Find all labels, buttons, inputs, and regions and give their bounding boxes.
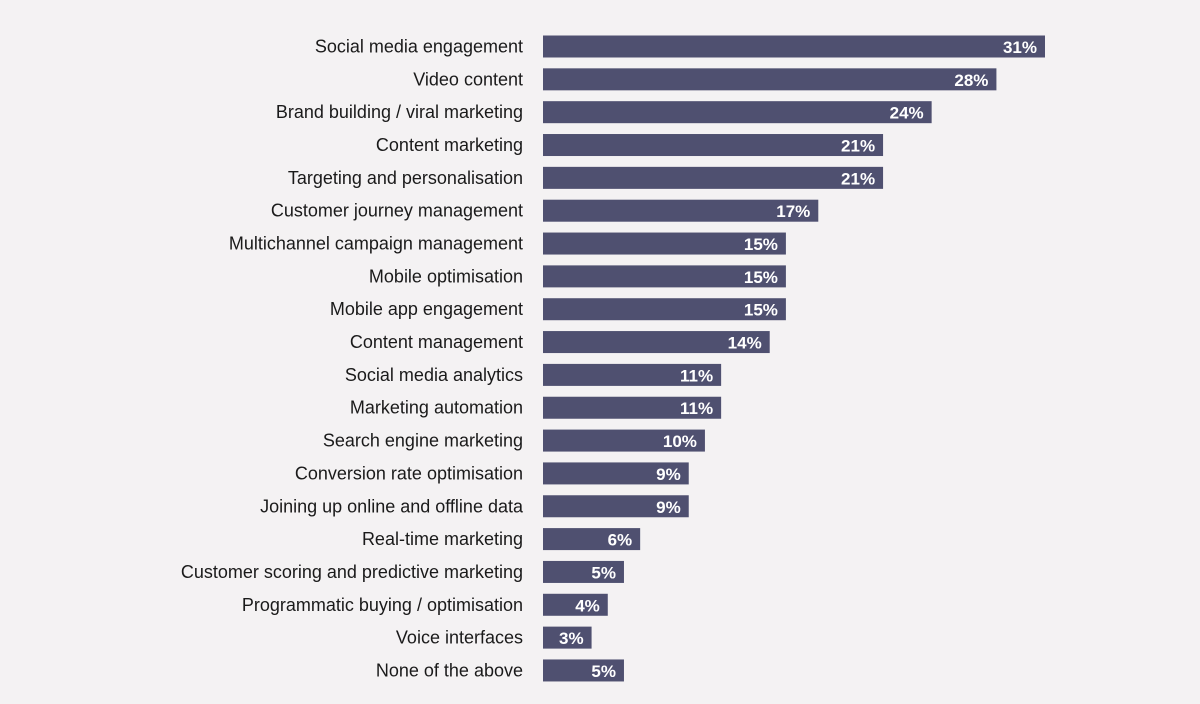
category-label: Voice interfaces — [396, 628, 523, 648]
data-label: 15% — [744, 301, 778, 320]
bar — [543, 166, 884, 189]
category-label: Conversion rate optimisation — [295, 463, 523, 483]
bar — [543, 265, 786, 288]
data-label: 5% — [591, 662, 616, 681]
bar — [543, 363, 722, 386]
bars — [543, 35, 1045, 682]
category-label: Real-time marketing — [362, 529, 523, 549]
data-label: 9% — [656, 465, 681, 484]
data-label: 17% — [776, 202, 810, 221]
category-label: Marketing automation — [350, 398, 523, 418]
category-label: Video content — [413, 69, 523, 89]
category-label: None of the above — [376, 660, 523, 680]
bar — [543, 134, 884, 157]
bar — [543, 232, 786, 255]
category-labels: Social media engagement Video content Bran… — [181, 37, 524, 681]
category-label: Multichannel campaign management — [229, 234, 523, 254]
category-label: Mobile optimisation — [369, 266, 523, 286]
bar — [543, 298, 786, 321]
category-label: Social media analytics — [345, 365, 523, 385]
data-label: 3% — [559, 629, 584, 648]
bar — [543, 68, 997, 91]
data-label: 21% — [841, 169, 875, 188]
category-label: Social media engagement — [315, 37, 523, 57]
bar — [543, 495, 689, 518]
data-label: 28% — [954, 71, 988, 90]
category-label: Customer scoring and predictive marketin… — [181, 562, 523, 582]
data-label: 5% — [591, 563, 616, 582]
data-label: 4% — [575, 596, 600, 615]
category-label: Mobile app engagement — [330, 299, 523, 319]
bar — [543, 626, 592, 649]
data-label: 11% — [680, 366, 713, 385]
category-label: Content management — [350, 332, 523, 352]
value-labels: 31% 28% 24% 21% 21% 17% 15% 15% 15% 14% 11% 11% 10% 9… — [559, 38, 1037, 681]
category-label: Brand building / viral marketing — [276, 102, 523, 122]
bar — [543, 462, 689, 485]
bar — [543, 429, 705, 452]
category-label: Targeting and personalisation — [288, 168, 523, 188]
category-label: Joining up online and offline data — [260, 496, 524, 516]
data-label: 24% — [890, 104, 924, 123]
data-label: 9% — [656, 498, 681, 517]
data-label: 14% — [728, 334, 762, 353]
bar — [543, 528, 641, 551]
data-label: 6% — [608, 531, 633, 550]
category-label: Customer journey management — [271, 201, 523, 221]
bar — [543, 659, 624, 682]
data-label: 15% — [744, 268, 778, 287]
bar — [543, 35, 1045, 58]
category-label: Content marketing — [376, 135, 523, 155]
data-label: 15% — [744, 235, 778, 254]
bar — [543, 396, 722, 419]
bar — [543, 101, 932, 124]
bar — [543, 331, 770, 354]
category-label: Programmatic buying / optimisation — [242, 595, 523, 615]
data-label: 10% — [663, 432, 697, 451]
bar — [543, 560, 624, 583]
category-label: Search engine marketing — [323, 431, 523, 451]
bar — [543, 199, 819, 222]
bar — [543, 593, 608, 616]
data-label: 21% — [841, 137, 875, 156]
data-label: 11% — [680, 399, 713, 418]
data-label: 31% — [1003, 38, 1037, 57]
